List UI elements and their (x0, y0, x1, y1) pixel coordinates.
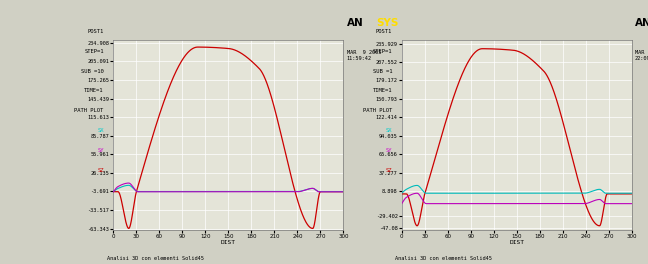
Text: AN: AN (635, 18, 648, 29)
Text: SZ: SZ (97, 168, 104, 173)
Text: MAR  9 2005
11:59:42: MAR 9 2005 11:59:42 (347, 50, 381, 61)
Text: SX: SX (386, 128, 392, 133)
Text: Analisi 3D con elementi Solid45: Analisi 3D con elementi Solid45 (107, 256, 203, 261)
Text: SX: SX (97, 128, 104, 133)
Text: POST1: POST1 (376, 29, 392, 34)
Text: POST1: POST1 (87, 29, 104, 34)
Text: TIME=1: TIME=1 (373, 88, 392, 93)
Text: SYS: SYS (376, 18, 399, 29)
Text: SY: SY (386, 148, 392, 153)
X-axis label: DIST: DIST (509, 240, 524, 245)
X-axis label: DIST: DIST (221, 240, 236, 245)
Text: MAR  7 2005
22:09:56: MAR 7 2005 22:09:56 (635, 50, 648, 61)
Text: AN: AN (347, 18, 364, 29)
Text: PATH PLOT: PATH PLOT (75, 108, 104, 113)
Text: SZ: SZ (386, 168, 392, 173)
Text: STEP=1: STEP=1 (373, 49, 392, 54)
Text: STEP=1: STEP=1 (84, 49, 104, 54)
Text: PATH PLOT: PATH PLOT (363, 108, 392, 113)
Text: SUB =1: SUB =1 (373, 69, 392, 74)
Text: SY: SY (97, 148, 104, 153)
Text: TIME=1: TIME=1 (84, 88, 104, 93)
Text: Analisi 3D con elementi Solid45: Analisi 3D con elementi Solid45 (395, 256, 492, 261)
Text: SUB =10: SUB =10 (81, 69, 104, 74)
